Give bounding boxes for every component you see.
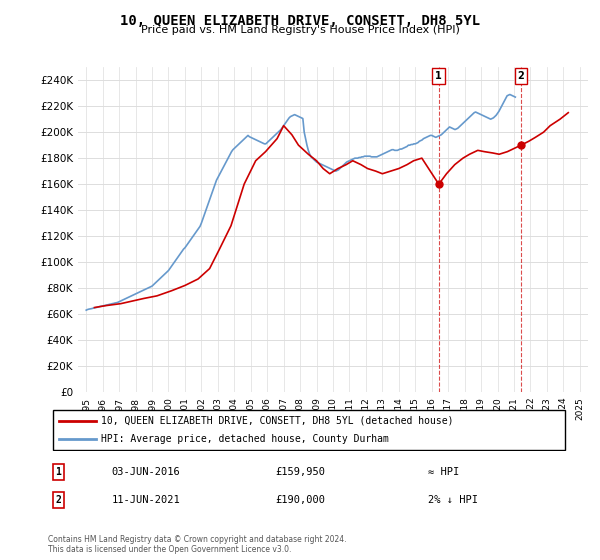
Text: Price paid vs. HM Land Registry's House Price Index (HPI): Price paid vs. HM Land Registry's House … bbox=[140, 25, 460, 35]
Text: 1: 1 bbox=[436, 71, 442, 81]
Text: £190,000: £190,000 bbox=[275, 495, 325, 505]
Text: HPI: Average price, detached house, County Durham: HPI: Average price, detached house, Coun… bbox=[101, 434, 389, 444]
Text: 2: 2 bbox=[56, 495, 61, 505]
Text: £159,950: £159,950 bbox=[275, 467, 325, 477]
FancyBboxPatch shape bbox=[53, 410, 565, 450]
Text: 1: 1 bbox=[56, 467, 61, 477]
Text: ≈ HPI: ≈ HPI bbox=[428, 467, 460, 477]
Text: 10, QUEEN ELIZABETH DRIVE, CONSETT, DH8 5YL: 10, QUEEN ELIZABETH DRIVE, CONSETT, DH8 … bbox=[120, 14, 480, 28]
Text: 11-JUN-2021: 11-JUN-2021 bbox=[112, 495, 180, 505]
Text: 2% ↓ HPI: 2% ↓ HPI bbox=[428, 495, 478, 505]
Text: Contains HM Land Registry data © Crown copyright and database right 2024.
This d: Contains HM Land Registry data © Crown c… bbox=[48, 535, 347, 554]
Text: 03-JUN-2016: 03-JUN-2016 bbox=[112, 467, 180, 477]
Text: 10, QUEEN ELIZABETH DRIVE, CONSETT, DH8 5YL (detached house): 10, QUEEN ELIZABETH DRIVE, CONSETT, DH8 … bbox=[101, 416, 454, 426]
Text: 2: 2 bbox=[518, 71, 524, 81]
